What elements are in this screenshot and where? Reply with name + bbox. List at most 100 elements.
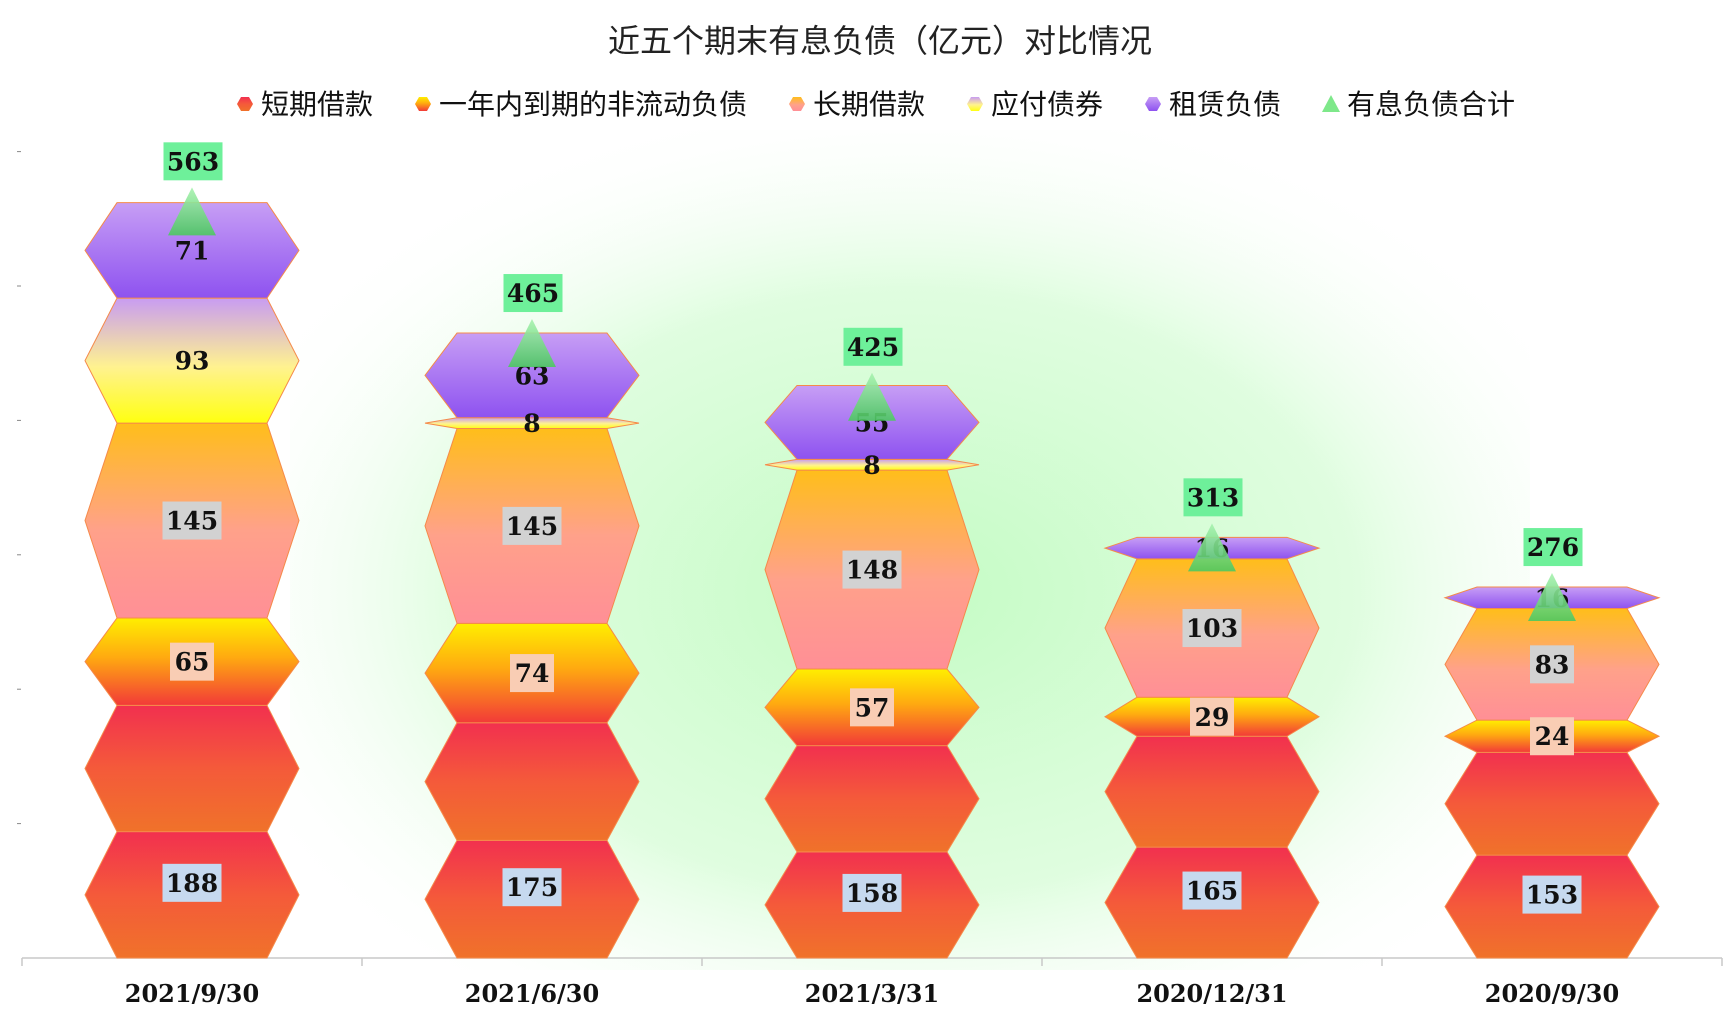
axes: 2021/9/30 2021/6/30 2021/3/31 2020/12/31 202… [17, 151, 1723, 1008]
data-label-current-noncurrent: 74 [510, 654, 554, 693]
data-label-text: 83 [1535, 650, 1570, 679]
data-label-bg [842, 873, 902, 912]
legend-item: 短期借款 [237, 88, 373, 121]
data-label-bg [850, 688, 894, 727]
data-label-bg [842, 550, 902, 589]
legend-item: 有息负债合计 [1322, 88, 1515, 121]
total-marker [1188, 523, 1236, 572]
bar-short-loan [84, 704, 300, 833]
data-label-bg [162, 501, 222, 540]
legend-label: 应付债券 [991, 88, 1103, 121]
total-marker [1528, 573, 1576, 622]
data-label-text: 8 [863, 451, 880, 480]
total-marker [168, 187, 216, 236]
data-label-bg [1530, 717, 1574, 756]
data-labels: 1886514593715631757414586346515857148855… [162, 142, 1583, 914]
data-label-bonds: 8 [523, 409, 540, 438]
data-label-text: 65 [175, 648, 210, 677]
legend-label: 租赁负债 [1169, 88, 1281, 121]
data-label-text: 175 [506, 873, 558, 902]
data-label-bonds: 8 [863, 451, 880, 480]
data-label-text: 313 [1187, 483, 1239, 512]
data-label-text: 145 [506, 512, 558, 541]
data-label-bg [1183, 478, 1243, 517]
data-label-bg [503, 274, 563, 313]
legend-label: 一年内到期的非流动负债 [439, 88, 747, 121]
legend-marker [789, 97, 805, 111]
data-label-short-loan: 158 [842, 873, 902, 912]
data-label-long-loan: 148 [842, 550, 902, 589]
data-label-text: 24 [1535, 722, 1570, 751]
data-label-bg [170, 642, 214, 681]
data-label-short-loan: 153 [1522, 875, 1582, 914]
x-tick-label: 2021/9/30 [125, 979, 259, 1008]
data-label-short-loan: 165 [1182, 871, 1242, 910]
total-marker [508, 319, 556, 368]
data-label-long-loan: 83 [1530, 645, 1574, 684]
bar-lease [764, 384, 980, 460]
bar-lease [424, 332, 640, 419]
data-label-text: 93 [175, 347, 210, 376]
data-label-bg [163, 142, 223, 181]
legend-item: 应付债券 [967, 88, 1103, 121]
data-label-current-noncurrent: 29 [1190, 697, 1234, 736]
data-label-current-noncurrent: 57 [850, 688, 894, 727]
legend-marker [415, 97, 431, 111]
data-label-total: 465 [503, 274, 563, 313]
data-label-text: 103 [1186, 614, 1238, 643]
data-label-text: 153 [1526, 881, 1578, 910]
legend-item: 一年内到期的非流动负债 [415, 88, 747, 121]
legend-item: 长期借款 [789, 88, 925, 121]
bar-short-loan [1104, 735, 1320, 848]
data-label-total: 276 [1523, 528, 1583, 567]
data-label-bg [1530, 645, 1574, 684]
data-label-lease: 71 [175, 236, 210, 265]
bar-short-loan [424, 722, 640, 841]
data-label-text: 425 [847, 333, 899, 362]
data-label-text: 165 [1186, 877, 1238, 906]
data-label-long-loan: 103 [1182, 609, 1242, 648]
legend-marker [1145, 97, 1161, 111]
legend-marker [1322, 95, 1340, 112]
data-label-long-loan: 145 [162, 501, 222, 540]
data-label-text: 71 [175, 236, 210, 265]
data-label-text: 188 [166, 869, 218, 898]
legend-item: 租赁负债 [1145, 88, 1281, 121]
data-label-text: 8 [523, 409, 540, 438]
data-label-total: 313 [1183, 478, 1243, 517]
data-label-bg [1182, 871, 1242, 910]
bar-short-loan [1444, 751, 1660, 856]
data-label-text: 148 [846, 556, 898, 585]
data-label-text: 29 [1195, 703, 1230, 732]
x-tick-label: 2020/9/30 [1485, 979, 1619, 1008]
data-label-long-loan: 145 [502, 506, 562, 545]
data-label-short-loan: 188 [162, 863, 222, 902]
data-label-bg [1523, 528, 1583, 567]
x-tick-label: 2020/12/31 [1136, 979, 1287, 1008]
data-label-short-loan: 175 [502, 868, 562, 907]
data-label-text: 465 [507, 279, 559, 308]
legend-marker [237, 97, 253, 111]
data-label-bonds: 93 [175, 347, 210, 376]
bar-lease [84, 202, 300, 299]
data-label-bg [843, 327, 903, 366]
data-label-bg [1522, 875, 1582, 914]
data-label-text: 276 [1527, 533, 1579, 562]
legend-label: 长期借款 [813, 88, 925, 121]
data-label-bg [1182, 609, 1242, 648]
chart-title: 近五个期末有息负债（亿元）对比情况 [608, 22, 1152, 60]
data-label-bg [502, 868, 562, 907]
data-label-current-noncurrent: 65 [170, 642, 214, 681]
data-label-bg [162, 863, 222, 902]
data-label-text: 145 [166, 507, 218, 536]
data-label-text: 74 [515, 659, 550, 688]
data-label-bg [502, 506, 562, 545]
data-label-text: 563 [167, 147, 219, 176]
data-label-total: 425 [843, 327, 903, 366]
data-label-text: 57 [855, 693, 890, 722]
data-label-bg [1190, 697, 1234, 736]
legend-label: 有息负债合计 [1347, 88, 1515, 121]
data-label-total: 563 [163, 142, 223, 181]
data-label-bg [510, 654, 554, 693]
